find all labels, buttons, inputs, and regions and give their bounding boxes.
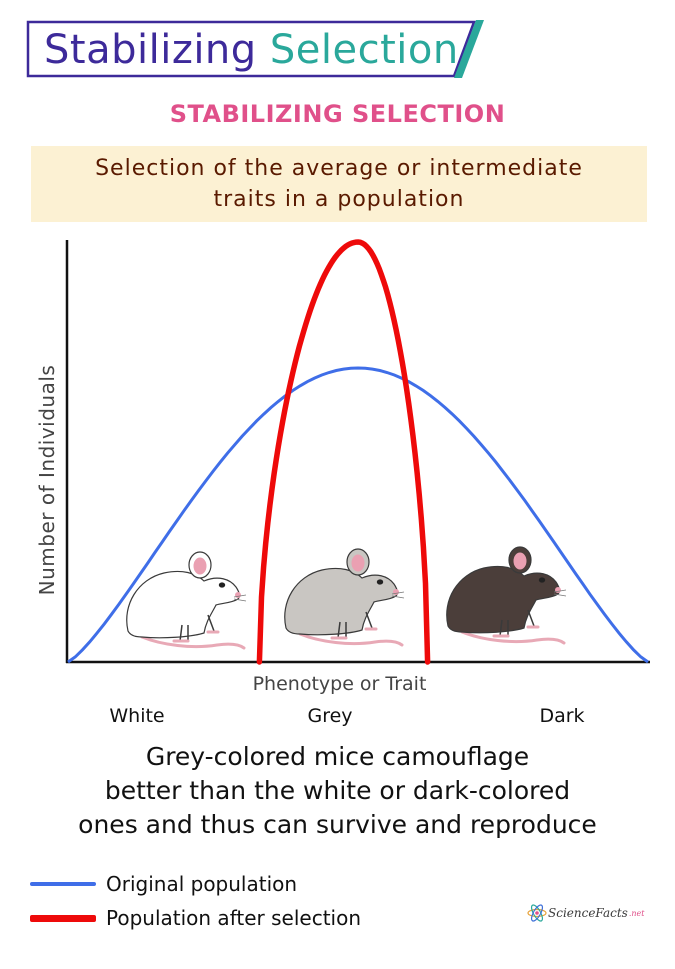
- legend-item-original: Original population: [30, 870, 297, 898]
- legend-item-selected: Population after selection: [30, 904, 361, 932]
- banner-title: Stabilizing Selection: [44, 27, 459, 73]
- definition-text: Selection of the average or intermediate…: [95, 156, 583, 212]
- grey-mouse-illustration: [283, 547, 406, 647]
- category-label-dark: Dark: [539, 705, 585, 727]
- selected-population-curve: [256, 239, 431, 665]
- legend-swatch-selected: [30, 914, 96, 922]
- caption: Grey-colored mice camouflage better than…: [78, 742, 597, 839]
- dark-mouse-illustration: [445, 545, 568, 645]
- legend-swatch-original: [30, 882, 96, 886]
- title-banner-frame: [26, 20, 484, 78]
- section-heading: STABILIZING SELECTION: [169, 100, 506, 128]
- x-axis-label: Phenotype or Trait: [252, 673, 427, 695]
- definition-box: Selection of the average or intermediate…: [31, 146, 647, 222]
- original-population-curve: [67, 366, 649, 664]
- category-label-white: White: [109, 705, 165, 727]
- brand-logo: ScienceFacts .net: [526, 902, 644, 924]
- atom-icon: [527, 904, 547, 922]
- category-label-grey: Grey: [307, 705, 353, 727]
